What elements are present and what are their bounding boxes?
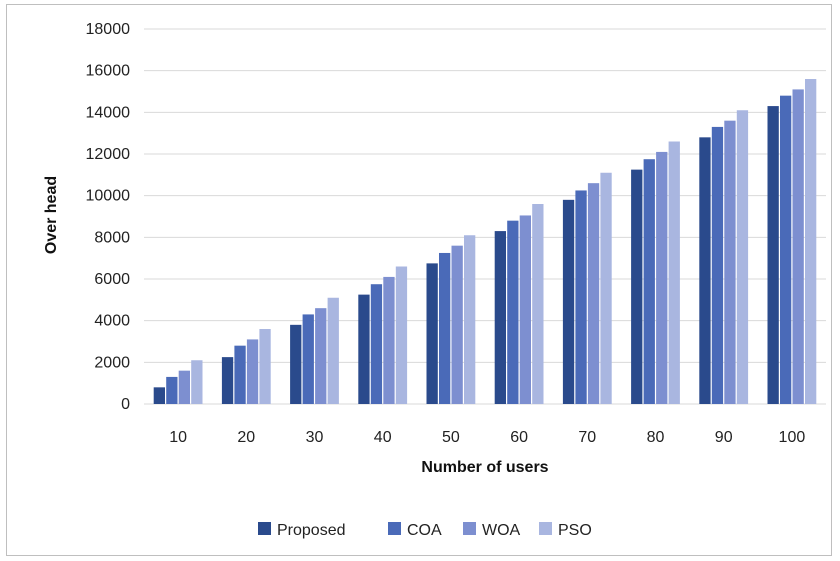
gridlines xyxy=(144,28,826,405)
legend-label-proposed: Proposed xyxy=(277,522,346,539)
legend-swatch-coa xyxy=(388,522,401,535)
legend-swatch-woa xyxy=(463,522,476,535)
x-tick-labels: 10 20 30 40 50 60 70 80 90 100 xyxy=(169,429,805,446)
bar-proposed-80 xyxy=(631,169,643,404)
chart-frame xyxy=(6,4,832,556)
bar-proposed-10 xyxy=(153,387,165,404)
bar-coa-50 xyxy=(439,252,451,404)
bar-proposed-70 xyxy=(562,199,575,404)
x-tick-label: 60 xyxy=(510,429,528,446)
bar-coa-70 xyxy=(575,190,587,404)
legend-swatch-pso xyxy=(539,522,552,535)
y-tick-label: 0 xyxy=(121,396,130,413)
bar-coa-90 xyxy=(711,126,724,405)
legend: Proposed COA WOA PSO xyxy=(258,522,592,539)
bar-woa-50 xyxy=(451,245,463,404)
bar-proposed-50 xyxy=(426,263,438,404)
y-tick-label: 14000 xyxy=(86,104,131,121)
bar-pso-60 xyxy=(532,204,544,404)
x-tick-label: 20 xyxy=(237,429,255,446)
x-tick-label: 40 xyxy=(374,429,392,446)
bar-woa-20 xyxy=(246,339,259,404)
bar-proposed-100 xyxy=(767,106,779,404)
x-tick-label: 70 xyxy=(578,429,596,446)
bar-woa-30 xyxy=(315,308,327,404)
y-tick-label: 6000 xyxy=(94,271,130,288)
bar-woa-90 xyxy=(724,120,736,405)
y-tick-labels: 0 2000 4000 6000 8000 10000 12000 14000 16000 180… xyxy=(86,21,131,413)
legend-swatch-proposed xyxy=(258,522,271,535)
bar-proposed-90 xyxy=(699,137,711,405)
bar-pso-10 xyxy=(191,360,203,404)
bar-pso-40 xyxy=(395,266,408,404)
bar-proposed-40 xyxy=(358,294,370,404)
bar-pso-30 xyxy=(327,297,339,404)
y-tick-label: 2000 xyxy=(94,354,130,371)
bar-coa-40 xyxy=(370,284,383,404)
y-axis-title: Over head xyxy=(43,176,60,254)
y-tick-label: 18000 xyxy=(86,21,131,38)
bar-pso-50 xyxy=(464,235,476,404)
y-tick-label: 8000 xyxy=(94,229,130,246)
y-tick-label: 12000 xyxy=(86,146,131,163)
bar-woa-80 xyxy=(656,151,668,404)
legend-label-woa: WOA xyxy=(482,522,521,539)
bar-woa-60 xyxy=(519,215,531,404)
legend-label-pso: PSO xyxy=(558,522,592,539)
bar-woa-70 xyxy=(587,183,600,404)
bar-coa-10 xyxy=(166,376,178,404)
bar-proposed-20 xyxy=(221,357,234,404)
x-tick-label: 90 xyxy=(715,429,733,446)
bar-coa-20 xyxy=(234,345,246,404)
x-tick-label: 80 xyxy=(647,429,665,446)
bar-woa-40 xyxy=(383,276,395,404)
bar-coa-80 xyxy=(643,159,655,404)
legend-label-coa: COA xyxy=(407,522,442,539)
bar-pso-90 xyxy=(736,110,749,404)
x-tick-label: 30 xyxy=(306,429,324,446)
x-tick-label: 10 xyxy=(169,429,187,446)
bar-pso-100 xyxy=(805,79,817,404)
bars xyxy=(153,79,817,405)
bar-proposed-30 xyxy=(290,324,302,404)
x-tick-label: 50 xyxy=(442,429,460,446)
bar-pso-20 xyxy=(259,329,271,404)
x-tick-label: 100 xyxy=(779,429,806,446)
bar-woa-10 xyxy=(178,370,190,404)
bar-pso-80 xyxy=(668,141,680,404)
bar-proposed-60 xyxy=(494,231,506,404)
bar-coa-100 xyxy=(780,95,792,405)
y-tick-label: 16000 xyxy=(86,63,131,80)
y-tick-label: 10000 xyxy=(86,188,131,205)
bar-woa-100 xyxy=(792,89,804,405)
bar-coa-30 xyxy=(302,314,314,404)
y-tick-label: 4000 xyxy=(94,313,130,330)
bar-pso-70 xyxy=(600,172,612,404)
bar-coa-60 xyxy=(507,220,519,404)
x-axis-title: Number of users xyxy=(421,459,548,476)
